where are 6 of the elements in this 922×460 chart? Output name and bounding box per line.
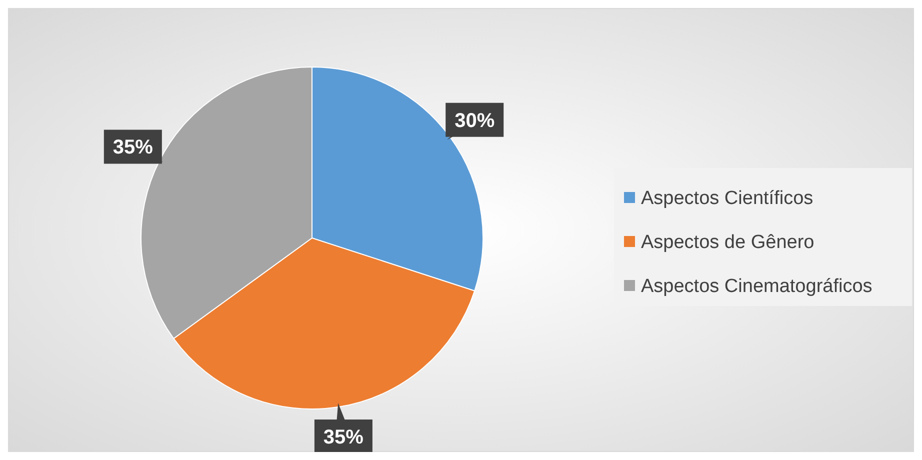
- data-label: 35%: [323, 426, 364, 449]
- legend-label: Aspectos Científicos: [641, 188, 814, 209]
- legend-label: Aspectos de Gênero: [641, 232, 814, 253]
- data-label: 35%: [112, 136, 154, 159]
- legend-label: Aspectos Cinematográficos: [641, 276, 872, 297]
- data-label: 30%: [454, 110, 495, 132]
